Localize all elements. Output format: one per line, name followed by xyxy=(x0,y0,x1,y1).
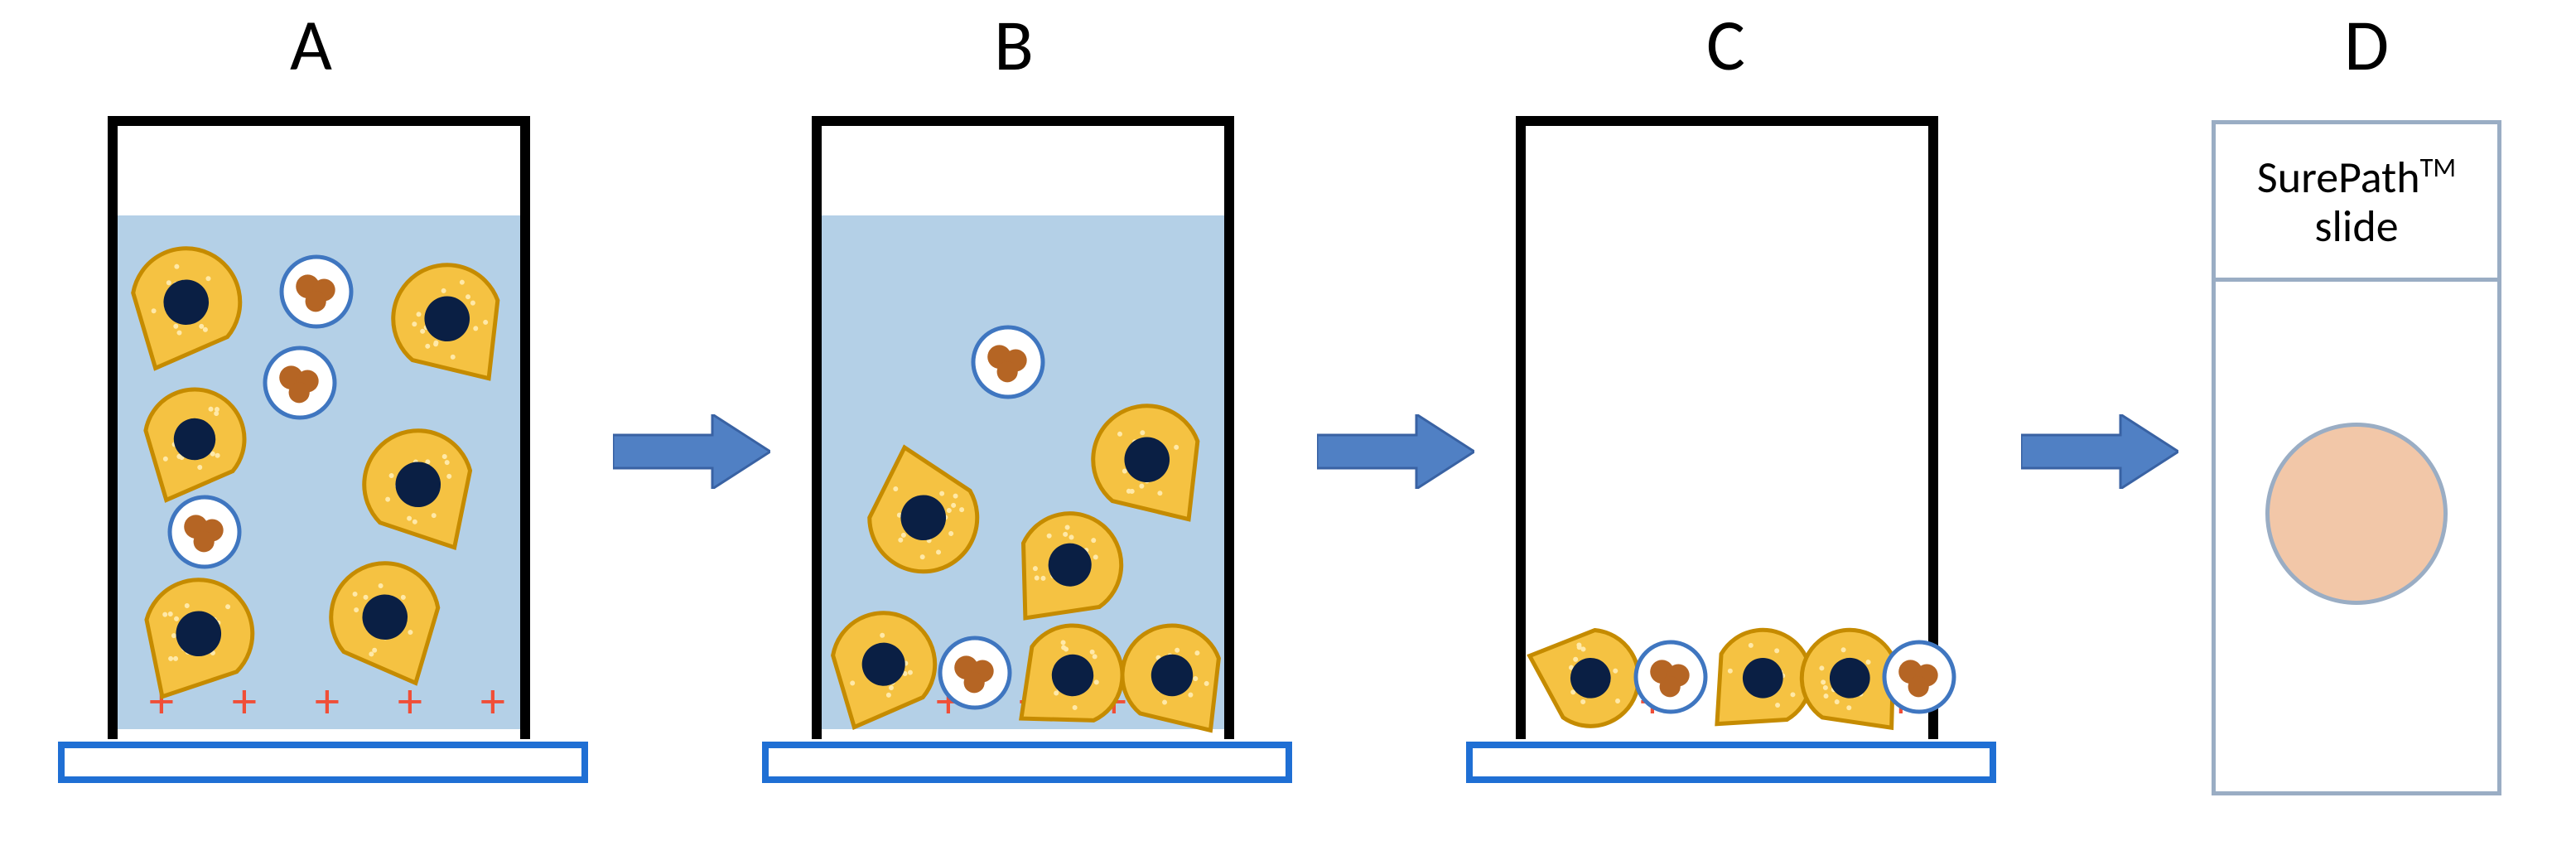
small-cell-icon xyxy=(1879,636,1960,718)
cells-layer xyxy=(0,0,2576,846)
large-cell-icon xyxy=(94,210,280,396)
large-cell-icon xyxy=(1094,597,1250,753)
large-cell-icon xyxy=(110,545,288,723)
small-cell-icon xyxy=(967,321,1049,403)
small-cell-icon xyxy=(259,342,340,423)
small-cell-icon xyxy=(276,251,357,332)
large-cell-icon xyxy=(363,234,531,403)
diagram-stage: { "canvas": { "width": 3110, "height": 1… xyxy=(0,0,2576,846)
